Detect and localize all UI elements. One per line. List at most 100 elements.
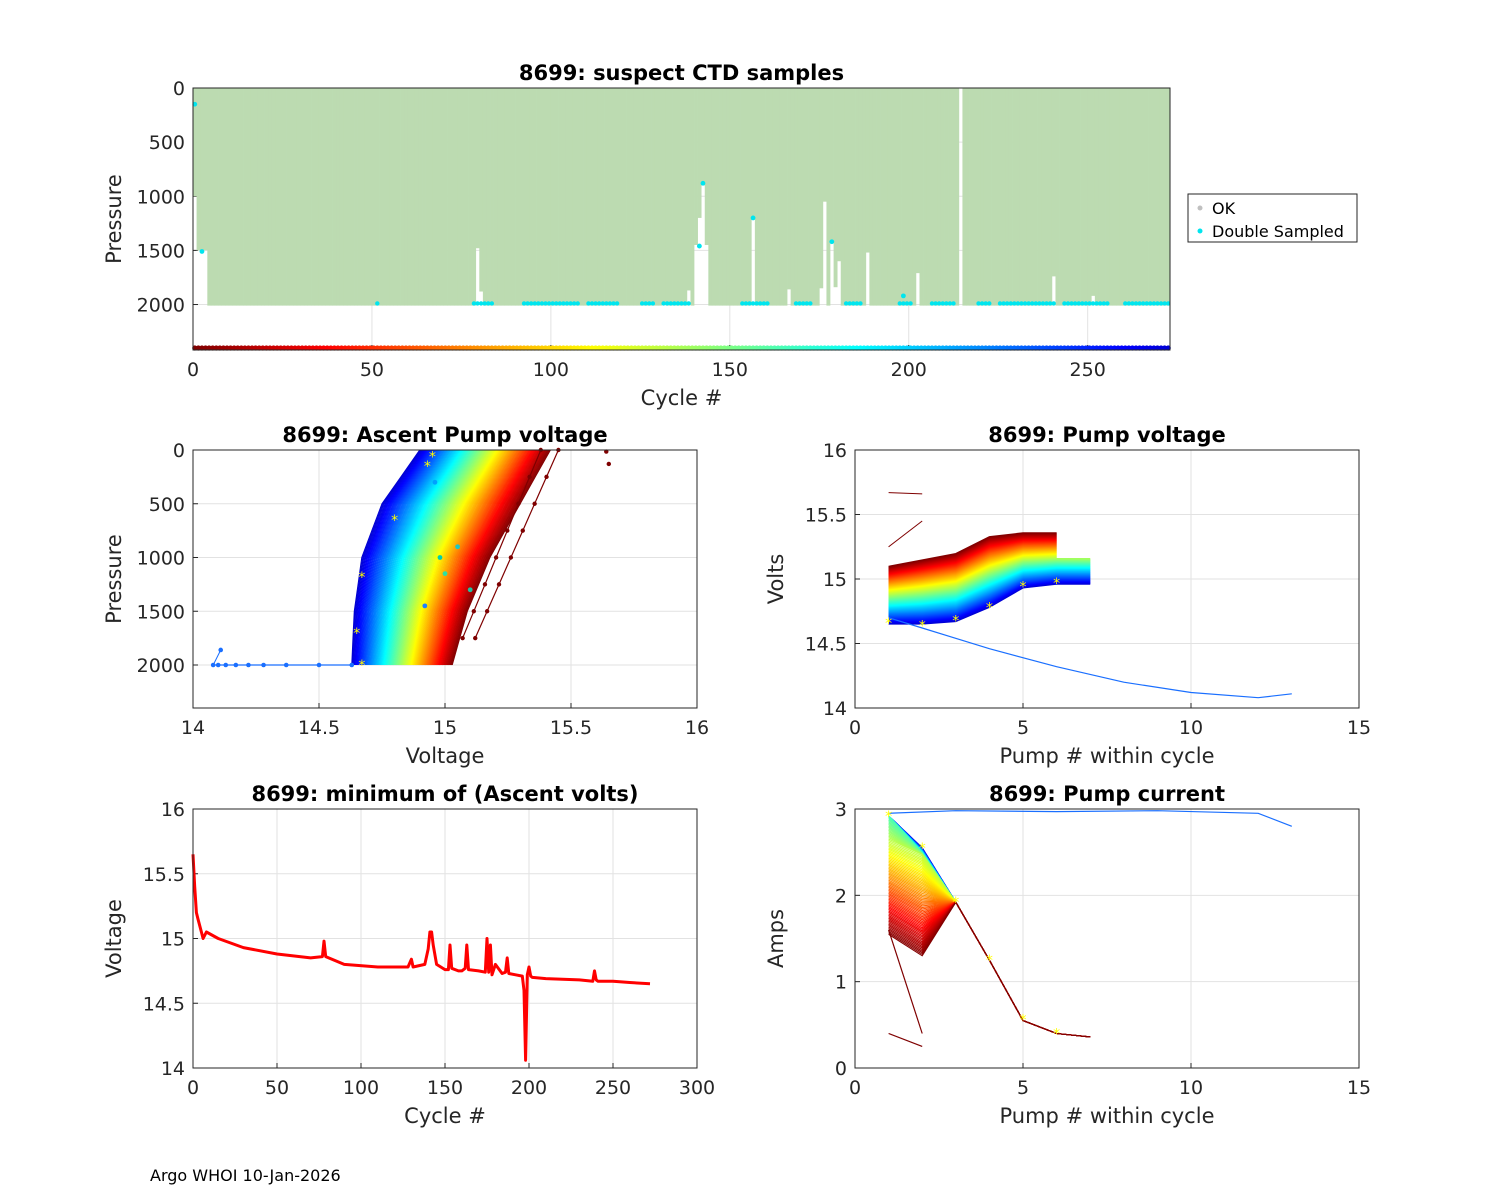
cycle-color-marker (335, 345, 341, 351)
star-marker: * (986, 600, 993, 616)
cycle-color-marker (990, 345, 996, 351)
cycle-color-marker (1072, 345, 1078, 351)
cycle-color-marker (195, 345, 201, 351)
profile-samples-column (193, 88, 197, 197)
early-cycle-profile (462, 449, 542, 639)
star-marker: * (391, 513, 398, 529)
profile-samples-column (887, 88, 892, 306)
profile-samples-column (694, 88, 698, 245)
profile-samples-column (318, 88, 323, 306)
profile-samples-column (905, 88, 910, 306)
ascent-profile-line (398, 449, 483, 666)
profile-samples-column (1094, 88, 1099, 306)
profile-samples-column (1112, 88, 1117, 306)
profile-samples-column (468, 88, 473, 306)
ascent-profile-line (365, 449, 439, 666)
profile-samples-column (522, 88, 527, 306)
profile-samples-column (218, 88, 222, 306)
double-sampled-point (804, 301, 809, 306)
profile-samples-column (432, 88, 437, 306)
cycle-color-marker (1162, 345, 1168, 351)
cycle-color-marker (718, 345, 724, 351)
ascent-profile-line (368, 449, 443, 666)
cycle-color-marker (746, 345, 753, 351)
profile-samples-column (1141, 88, 1146, 306)
cycle-color-marker (993, 345, 1000, 351)
cycle-color-marker (911, 345, 917, 351)
cycle-color-marker (836, 345, 842, 351)
cycle-color-marker (220, 345, 227, 351)
profile-samples-column (1162, 88, 1167, 306)
y-tick-label: 15 (161, 929, 185, 951)
cycle-color-marker (807, 345, 813, 351)
double-sampled-point (797, 301, 802, 306)
cycle-color-marker (736, 345, 742, 351)
cycle-color-marker (1122, 345, 1128, 351)
profile-samples-column (758, 88, 763, 306)
ascent-profile-line (414, 449, 503, 666)
profile-samples-column (912, 88, 917, 306)
profile-samples-column (894, 88, 899, 306)
double-sampled-point (471, 301, 477, 306)
cycle-color-marker (464, 345, 470, 351)
profile-samples-column (930, 88, 935, 306)
profile-samples-column (668, 88, 673, 306)
profile-samples-column (1098, 88, 1103, 306)
x-tick-label: 250 (1070, 359, 1106, 381)
double-sampled-point (614, 301, 620, 306)
profile-samples-column (450, 88, 455, 306)
double-sampled-point (611, 301, 616, 306)
double-sampled-point (933, 301, 938, 306)
ascent-profile-line (424, 449, 516, 666)
cycle-color-marker (1033, 345, 1039, 351)
profile-samples-column (389, 88, 394, 306)
ascent-profile-line (364, 449, 438, 666)
profile-samples-column (754, 88, 759, 306)
double-sampled-point (750, 215, 756, 221)
cycle-color-marker (206, 345, 212, 351)
cycle-color-marker (1051, 345, 1057, 351)
double-sampled-point (600, 301, 605, 306)
profile-samples-column (586, 88, 591, 306)
cycle-color-marker (525, 345, 531, 351)
profile-samples-column (278, 88, 283, 306)
cycle-color-marker (650, 345, 656, 351)
profile-samples-column (339, 88, 344, 306)
profile-samples-column (883, 88, 888, 306)
ascent-profile-line (380, 449, 458, 666)
profile-samples-column (257, 88, 262, 306)
cycle-color-marker (389, 345, 395, 351)
cycle-color-marker (1076, 345, 1082, 351)
profile-samples-column (232, 88, 237, 306)
chart-title: 8699: Ascent Pump voltage (282, 423, 607, 447)
double-sampled-point (1087, 301, 1092, 306)
early-cycle-profile (474, 449, 559, 639)
ascent-profile-line (369, 449, 444, 666)
profile-samples-column (872, 88, 877, 306)
outlier-point (223, 662, 229, 668)
y-tick-label: 15.5 (805, 505, 847, 527)
profile-samples-column (722, 88, 727, 306)
cycle-color-marker (1065, 345, 1071, 351)
ascent-profile-line (430, 449, 523, 666)
y-tick-label: 3 (835, 799, 847, 821)
profile-samples-column (418, 88, 423, 306)
plot-area (855, 809, 1359, 1068)
profile-samples-column (379, 88, 384, 306)
profile-samples-column (1076, 88, 1081, 306)
double-sampled-point (536, 301, 541, 306)
early-cycle-point (516, 501, 521, 506)
cycle-color-marker (528, 345, 534, 351)
profile-samples-column (296, 88, 301, 306)
profile-samples-column (1134, 88, 1139, 306)
cycle-color-marker (918, 345, 924, 351)
ascent-profile-line (418, 449, 508, 666)
profile-samples-column (289, 88, 294, 306)
y-tick-label: 1000 (137, 548, 185, 570)
cycle-color-marker (861, 345, 867, 351)
profile-samples-column (454, 88, 459, 306)
ascent-profile-line (445, 449, 544, 666)
ascent-profile-line (363, 449, 437, 666)
profile-samples-column (325, 88, 330, 306)
profile-samples-column (826, 88, 831, 306)
